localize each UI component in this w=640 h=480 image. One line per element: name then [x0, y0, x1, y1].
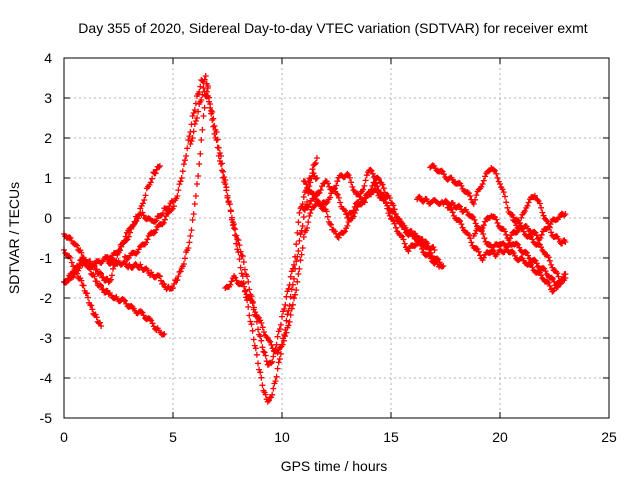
y-tick-label: 4 [44, 50, 52, 66]
plus-markers [222, 186, 447, 356]
plus-markers [300, 166, 438, 253]
y-tick-label: -1 [40, 250, 53, 266]
x-axis-label: GPS time / hours [281, 458, 388, 474]
series-track-o [510, 210, 569, 243]
series-track-h [222, 186, 447, 356]
plus-markers [187, 85, 320, 405]
grid [64, 58, 609, 418]
x-tick-label: 20 [492, 429, 508, 445]
y-tick-label: -3 [40, 330, 53, 346]
series-track-j [300, 166, 438, 253]
plus-markers [61, 231, 168, 338]
x-tick-label: 10 [274, 429, 290, 445]
data-points [61, 73, 569, 405]
x-tick-label: 25 [601, 429, 617, 445]
y-tick-label: 3 [44, 90, 52, 106]
y-tick-label: -4 [40, 370, 53, 386]
plus-markers [444, 204, 564, 295]
series-track-a [61, 231, 168, 338]
y-tick-label: 1 [44, 170, 52, 186]
y-tick-label: -2 [40, 290, 53, 306]
series-track-n [470, 192, 569, 247]
chart-title: Day 355 of 2020, Sidereal Day-to-day VTE… [78, 20, 587, 36]
y-tick-label: 2 [44, 130, 52, 146]
y-tick-label: -5 [40, 410, 53, 426]
series-track-e [104, 83, 211, 293]
y-tick-label: 0 [44, 210, 52, 226]
plus-markers [104, 83, 211, 293]
plus-markers [470, 192, 569, 247]
plus-markers [414, 193, 569, 291]
series-track-m [444, 204, 564, 295]
y-axis-label: SDTVAR / TECUs [6, 182, 22, 294]
x-tick-label: 5 [169, 429, 177, 445]
plus-markers [510, 210, 569, 243]
series-track-g [187, 85, 320, 405]
x-tick-label: 0 [60, 429, 68, 445]
series-track-k [414, 193, 569, 291]
x-tick-label: 15 [383, 429, 399, 445]
axis-ticks: 0 5 10 15 20 25 -5 -4 -3 -2 -1 0 1 2 3 4 [40, 50, 617, 445]
plot-frame [63, 57, 610, 419]
